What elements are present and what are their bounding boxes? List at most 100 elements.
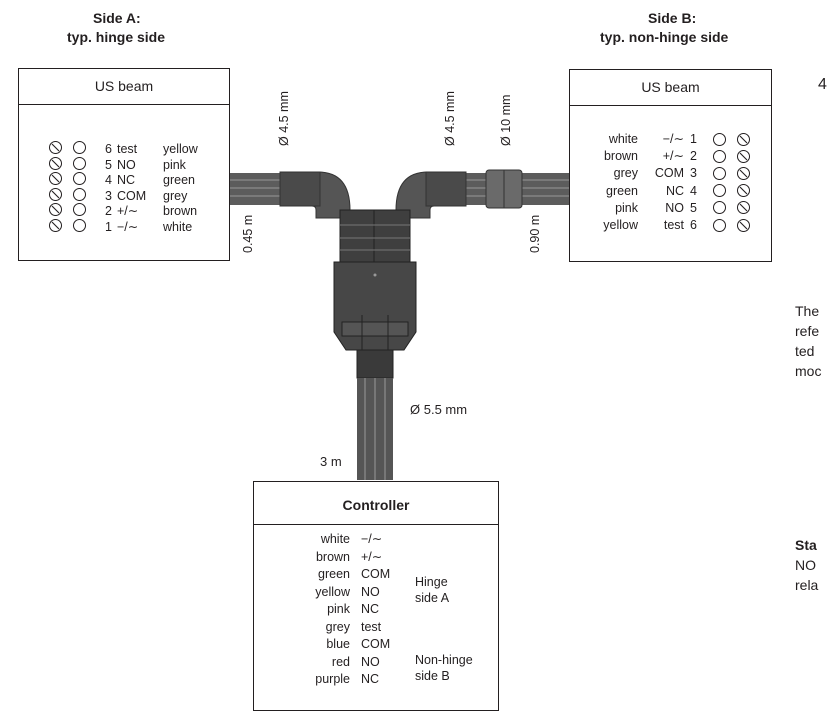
- side-b-screw-icon: [737, 149, 750, 163]
- side-a-pin-number: 4: [105, 173, 112, 187]
- side-b-pin-number: 2: [690, 149, 697, 164]
- side-a-pin-signal: NO: [117, 157, 136, 172]
- controller-wire-color: pink: [327, 602, 350, 616]
- main-cable-diameter: Ø 5.5 mm: [410, 402, 468, 417]
- group-b-label-1: Non-hinge: [415, 653, 473, 667]
- side-a-pin-color: brown: [163, 204, 198, 218]
- controller-wire-color: white: [320, 532, 350, 546]
- controller-box: Controller: [253, 481, 499, 711]
- side-b-pin-color: brown: [603, 149, 638, 164]
- side-text2-line-2: rela: [795, 577, 819, 593]
- side-b-pin-color: green: [606, 183, 638, 198]
- side-text-line-2: refe: [795, 323, 820, 339]
- controller-wire-color: red: [331, 654, 350, 669]
- side-a-title: Side A:: [93, 10, 141, 26]
- side-a-pin-signal: −/∼: [117, 219, 139, 234]
- side-text-line-4: moc: [795, 363, 822, 379]
- side-a-terminal-icon: [73, 156, 86, 170]
- side-b-pin-color: grey: [613, 166, 638, 181]
- side-a-screw-icon: [49, 156, 62, 170]
- main-cable: [357, 378, 393, 480]
- side-a-terminal-icon: [73, 218, 86, 232]
- side-text-line-3: ted: [795, 343, 815, 359]
- side-b-terminal-icon: [713, 201, 726, 215]
- side-text2-line-1: NO: [795, 557, 816, 573]
- side-a-terminal-icon: [73, 141, 86, 154]
- side-a-pin-number: 5: [105, 157, 112, 172]
- side-b-terminal-icon: [713, 132, 726, 146]
- group-a-label-1: Hinge: [415, 575, 448, 589]
- controller-wire-color: brown: [315, 549, 350, 564]
- controller-wire-signal: COM: [361, 637, 391, 651]
- side-a-pin-signal: NC: [117, 173, 136, 187]
- right-cable-length: 0.90 m: [528, 214, 542, 253]
- y-junction: [333, 209, 417, 379]
- left-cable-diameter: Ø 4.5 mm: [277, 91, 291, 146]
- side-a-pin-number: 2: [105, 204, 112, 218]
- controller-wire-signal: NC: [361, 602, 380, 616]
- side-a-terminal-icon: [73, 172, 86, 185]
- controller-wire-color: yellow: [315, 584, 350, 599]
- side-a-pin-color: green: [163, 173, 195, 187]
- side-b-screw-icon: [737, 132, 750, 146]
- side-a-terminal-icon: [73, 203, 86, 216]
- left-cable-length: 0.45 m: [241, 214, 255, 253]
- side-a-box-title: US beam: [19, 69, 229, 105]
- side-b-terminal-icon: [713, 218, 726, 232]
- left-cable: [228, 171, 351, 219]
- side-a-pin-number: 3: [105, 188, 112, 203]
- controller-wire-signal: COM: [361, 567, 391, 581]
- controller-wire-signal: NC: [361, 672, 380, 686]
- controller-title: Controller: [254, 482, 498, 525]
- ferrite-diameter: Ø 10 mm: [499, 94, 513, 146]
- page-mark: 4: [818, 76, 827, 93]
- side-a-pin-number: 1: [105, 219, 112, 234]
- side-b-pin-number: 1: [690, 132, 697, 146]
- side-a-terminal-icon: [73, 187, 86, 201]
- side-b-terminal-icon: [713, 184, 726, 198]
- side-b-pin-signal: test: [663, 218, 684, 232]
- side-a-pin-color: white: [163, 219, 193, 234]
- side-a-pin-color: pink: [163, 157, 186, 172]
- controller-wire-color: green: [318, 567, 350, 581]
- side-b-title: Side B:: [648, 10, 697, 26]
- controller-wire-signal: −/∼: [361, 532, 383, 546]
- controller-wire-color: purple: [315, 672, 350, 686]
- side-b-pin-signal: −/∼: [662, 132, 684, 146]
- side-b-pin-signal: NC: [665, 183, 684, 198]
- controller-wire-signal: test: [361, 619, 382, 634]
- side-b-subtitle: typ. non-hinge side: [600, 29, 729, 45]
- side-a-screw-icon: [49, 203, 62, 216]
- side-b-pin-signal: NO: [665, 200, 684, 215]
- side-b-pin-signal: +/∼: [662, 149, 684, 164]
- controller-wire-signal: NO: [361, 654, 380, 669]
- side-text-line-1: The: [795, 303, 820, 319]
- controller-wire-signal: NO: [361, 584, 380, 599]
- side-b-terminal-icon: [713, 166, 726, 180]
- side-heading: Sta: [795, 537, 817, 553]
- controller-wire-signal: +/∼: [361, 549, 383, 564]
- side-b-screw-icon: [737, 184, 750, 198]
- side-b-terminal-icon: [713, 149, 726, 163]
- side-b-pin-color: white: [608, 132, 638, 146]
- side-b-screw-icon: [737, 218, 750, 232]
- side-b-screw-icon: [737, 201, 750, 215]
- group-a-label-2: side A: [415, 591, 450, 605]
- side-a-screw-icon: [49, 218, 62, 232]
- right-cable: [395, 169, 570, 219]
- controller-wire-color: blue: [326, 637, 350, 651]
- side-b-box-title: US beam: [570, 70, 771, 106]
- side-a-pin-color: yellow: [163, 142, 198, 156]
- side-a-screw-icon: [49, 172, 62, 185]
- group-b-label-2: side B: [415, 669, 450, 683]
- side-b-pin-number: 4: [690, 183, 697, 198]
- side-b-pin-number: 5: [690, 200, 697, 215]
- side-a-pin-color: grey: [163, 188, 188, 203]
- side-b-pin-number: 6: [690, 218, 697, 232]
- right-cable-diameter: Ø 4.5 mm: [443, 91, 457, 146]
- side-b-pin-color: yellow: [603, 218, 638, 232]
- side-b-screw-icon: [737, 166, 750, 180]
- main-cable-length: 3 m: [320, 454, 342, 469]
- side-b-pin-color: pink: [615, 200, 638, 215]
- side-b-pin-number: 3: [690, 166, 697, 181]
